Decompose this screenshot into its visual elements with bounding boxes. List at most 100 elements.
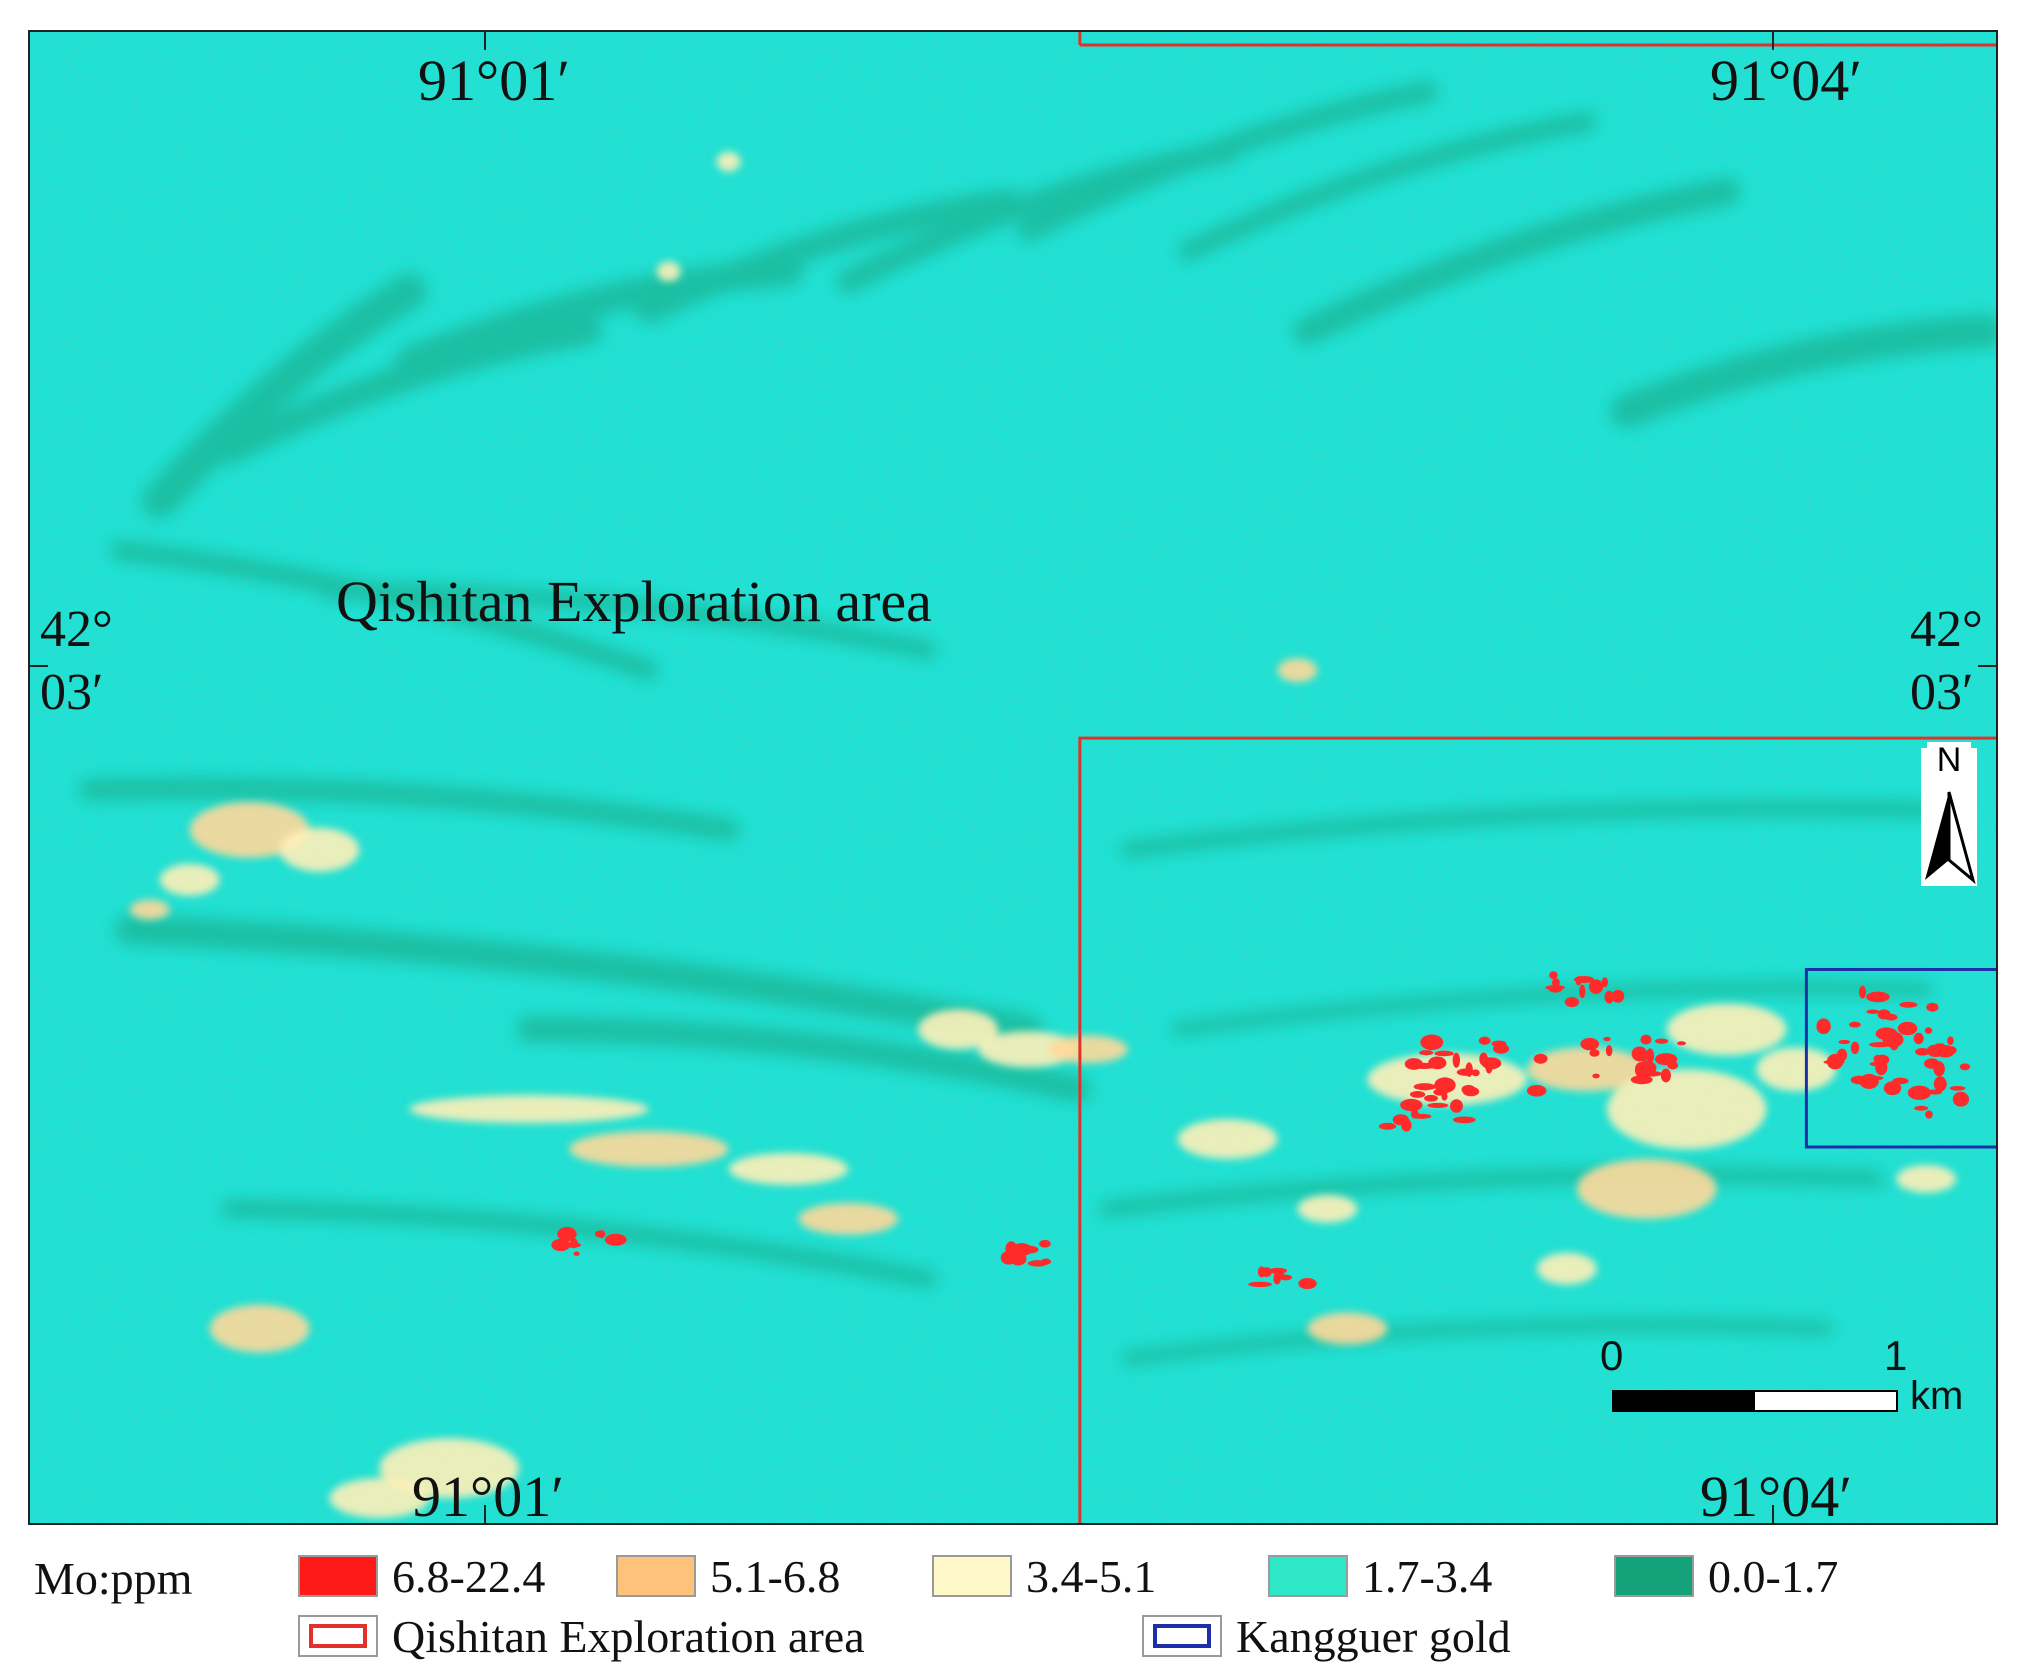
high-mo-spot: [1248, 1281, 1272, 1288]
exploration-area-label: Qishitan Exploration area: [336, 569, 932, 634]
moderate-mo-patch: [1277, 658, 1318, 683]
high-mo-spot: [551, 1238, 571, 1252]
tick-top-91-01: [484, 30, 486, 50]
high-mo-spot: [1913, 1032, 1924, 1045]
high-mo-spot: [1268, 1267, 1288, 1274]
legend-outline-swatch: [1142, 1615, 1222, 1657]
low-mo-band: [78, 777, 740, 841]
high-mo-spot: [1409, 1090, 1426, 1098]
legend-swatch: [1268, 1555, 1348, 1597]
moderate-mo-patch: [1047, 1035, 1128, 1064]
high-mo-spot: [1883, 1081, 1902, 1096]
high-mo-spot: [1378, 1122, 1397, 1130]
high-mo-spot: [1947, 1036, 1954, 1046]
legend-swatch: [616, 1555, 696, 1597]
low-mo-band: [1293, 177, 1741, 346]
high-mo-spot: [1859, 985, 1867, 999]
high-mo-spot: [1273, 1273, 1281, 1285]
legend: Mo:ppm 6.8-22.4 5.1-6.8 3.4-5.1 1.7-3.4 …: [0, 1530, 2025, 1680]
high-mo-spot: [1816, 1018, 1831, 1035]
scale-bar: [1612, 1390, 1898, 1412]
moderate-mo-patch: [1536, 1252, 1597, 1285]
high-mo-spot: [1427, 1102, 1449, 1108]
moderate-mo-patch: [1606, 1069, 1767, 1150]
north-label: N: [1927, 741, 1971, 780]
legend-swatch: [932, 1555, 1012, 1597]
high-mo-patches: [551, 971, 1971, 1290]
high-mo-spot: [1413, 1083, 1436, 1091]
high-mo-spot: [1926, 1044, 1945, 1057]
moderate-mo-patch: [189, 801, 310, 858]
legend-item-qishitan-exploration-area: Qishitan Exploration area: [298, 1608, 865, 1664]
legend-item-3-4-5-1: 3.4-5.1: [932, 1548, 1156, 1604]
high-mo-spot: [1434, 1077, 1456, 1093]
moderate-mo-patches: [129, 151, 1957, 1519]
high-mo-spot: [1588, 979, 1604, 994]
moderate-mo-patch: [1297, 1194, 1358, 1223]
tick-top-91-04: [1772, 30, 1774, 50]
high-mo-spot: [1533, 1053, 1548, 1064]
high-mo-spot: [1897, 1024, 1906, 1031]
scale-unit-label: km: [1910, 1374, 1964, 1418]
legend-outline-swatch: [298, 1615, 378, 1657]
scale-start-label: 0: [1600, 1332, 1624, 1379]
moderate-mo-patch: [716, 151, 741, 172]
high-mo-spot: [1549, 971, 1558, 980]
high-mo-spot: [1603, 1036, 1611, 1042]
high-mo-spot: [1636, 1060, 1657, 1076]
high-mo-spot: [1959, 1063, 1971, 1071]
low-mo-band: [1119, 800, 1935, 858]
legend-label: Qishitan Exploration area: [392, 1610, 865, 1662]
moderate-mo-patch: [568, 1131, 729, 1167]
high-mo-spot: [1456, 1068, 1475, 1076]
high-mo-spot: [1660, 1068, 1671, 1083]
moderate-mo-patch: [1576, 1158, 1717, 1219]
moderate-mo-patch: [978, 1031, 1078, 1068]
longitude-label-top-right: 91°04′: [1710, 48, 1862, 113]
high-mo-spot: [1925, 1110, 1933, 1119]
tick-bottom-91-04: [1772, 1505, 1774, 1525]
high-mo-spot: [1866, 991, 1890, 1003]
high-mo-spot: [1552, 978, 1560, 988]
latitude-label-right: 42° 03′: [1910, 601, 1983, 722]
high-mo-spot: [1605, 1045, 1613, 1057]
moderate-mo-patch: [728, 1152, 849, 1185]
tick-right-42-03: [1978, 665, 1998, 667]
high-mo-spot: [1441, 1092, 1448, 1101]
map-panel: [28, 30, 1998, 1525]
high-mo-spot: [1419, 1050, 1434, 1056]
moderate-mo-patch: [279, 827, 360, 872]
low-mo-band: [320, 581, 938, 660]
high-mo-spot: [1899, 1001, 1918, 1008]
high-mo-spot: [1914, 1105, 1929, 1111]
moderate-mo-patch: [409, 1095, 649, 1124]
high-mo-spot: [1654, 1038, 1669, 1044]
tick-left-42-03: [28, 665, 48, 667]
high-mo-spot: [1279, 1274, 1292, 1281]
high-mo-spot: [1874, 1054, 1890, 1065]
longitude-label-bottom-left: 91°01′: [412, 1464, 564, 1529]
low-mo-band: [220, 1199, 938, 1288]
high-mo-spot: [1646, 1048, 1655, 1064]
high-mo-spot: [1640, 1034, 1652, 1045]
legend-item-kangguer-gold: Kangguer gold: [1142, 1608, 1511, 1664]
high-mo-spot: [1575, 976, 1582, 986]
high-mo-spot: [1462, 1086, 1480, 1097]
high-mo-spot: [1933, 1076, 1947, 1092]
legend-item-5-1-6-8: 5.1-6.8: [616, 1548, 840, 1604]
high-mo-spot: [1589, 1049, 1600, 1057]
legend-item-0-0-1-7: 0.0-1.7: [1614, 1548, 1838, 1604]
high-mo-spot: [557, 1226, 577, 1242]
high-mo-spot: [1404, 1058, 1423, 1070]
latitude-label-left: 42° 03′: [40, 601, 113, 722]
high-mo-spot: [1892, 1077, 1909, 1085]
high-mo-spot: [1450, 1099, 1463, 1113]
high-mo-spot: [1434, 1050, 1454, 1057]
high-mo-spot: [1592, 1073, 1600, 1079]
legend-label: 5.1-6.8: [710, 1550, 841, 1602]
high-mo-spot: [573, 1251, 580, 1256]
high-mo-spot: [1545, 985, 1565, 990]
high-mo-spot: [1564, 996, 1579, 1008]
moderate-mo-patch: [656, 261, 681, 282]
high-mo-spot: [1604, 990, 1614, 1004]
